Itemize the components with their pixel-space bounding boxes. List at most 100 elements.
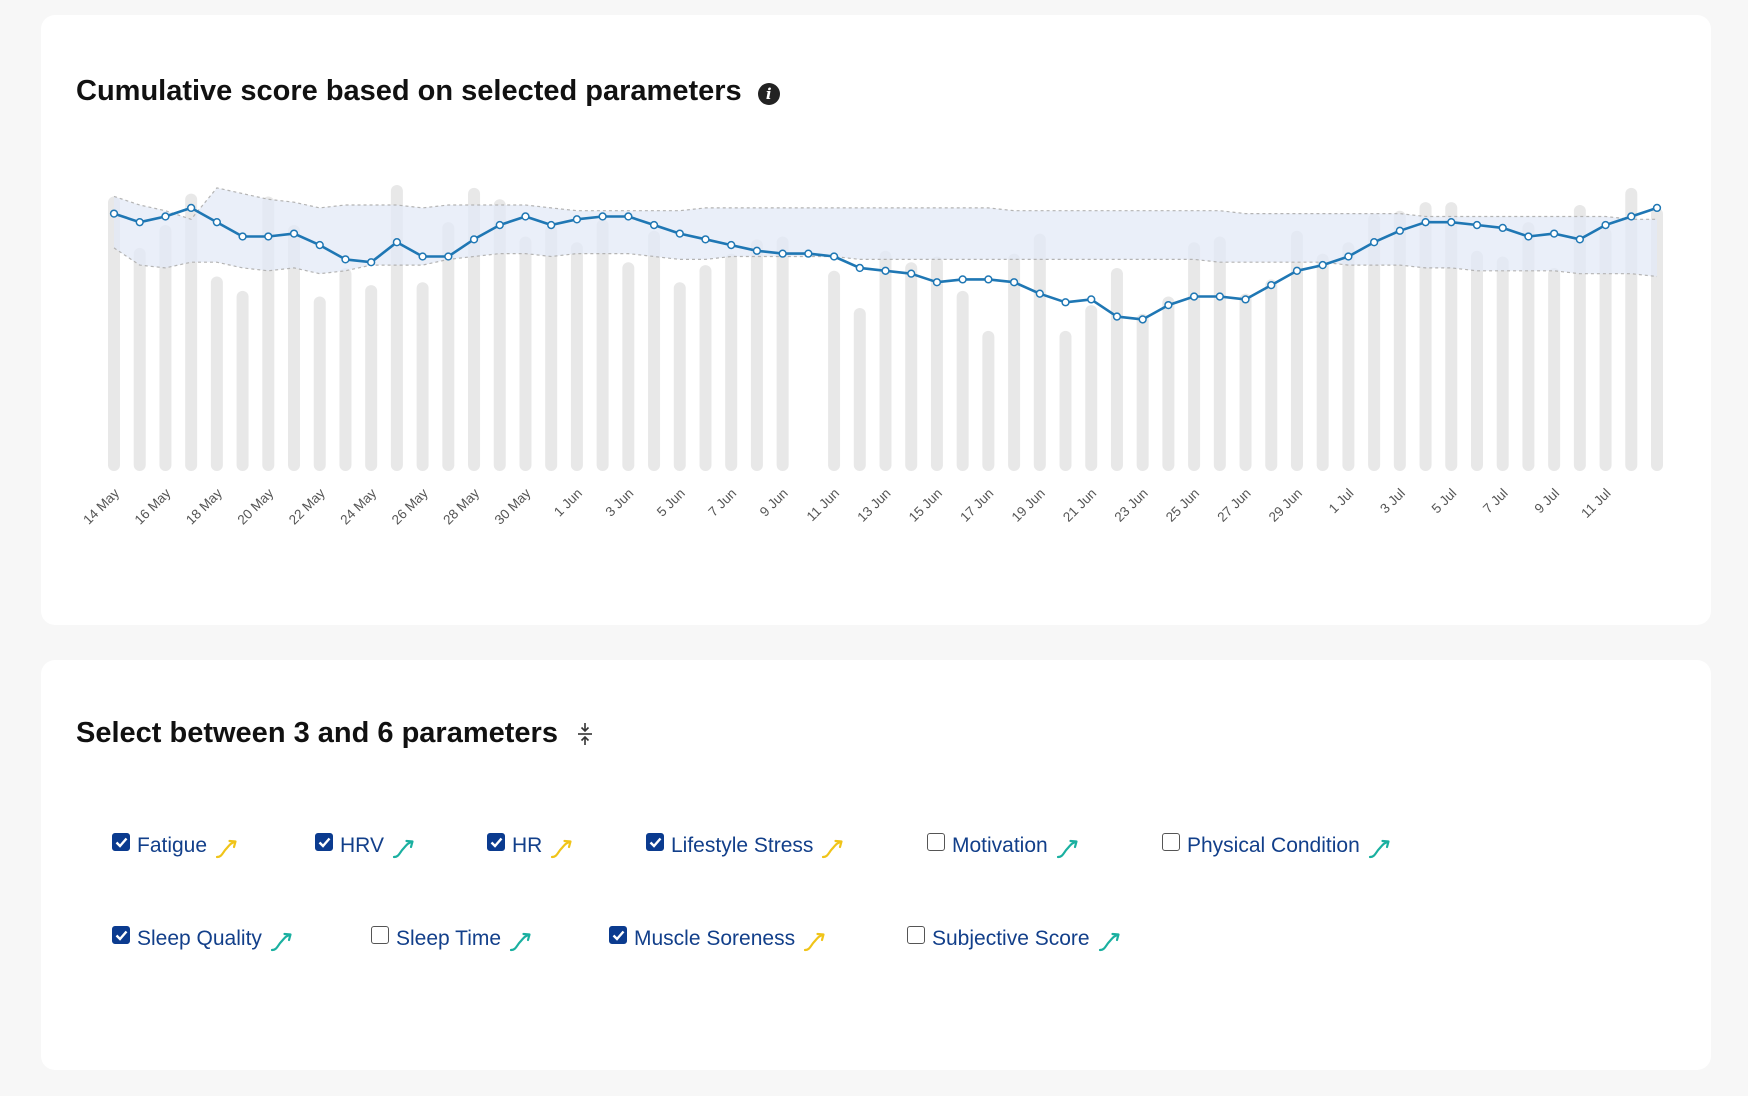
chart-bar bbox=[1085, 305, 1098, 471]
chart-point bbox=[109, 209, 119, 218]
x-tick-label: 24 May bbox=[337, 485, 379, 527]
parameter-sleep-quality[interactable]: Sleep Quality bbox=[112, 926, 294, 952]
trend-up-icon bbox=[550, 839, 574, 859]
chart-bar bbox=[1419, 202, 1432, 471]
parameter-label[interactable]: Sleep Time bbox=[396, 927, 502, 950]
checkbox-sleep-time[interactable] bbox=[371, 926, 389, 944]
parameter-selection-card: Select between 3 and 6 parameters Fatigu… bbox=[41, 660, 1711, 1070]
trend-up-icon bbox=[821, 839, 845, 859]
chart-bar bbox=[879, 250, 892, 471]
chart-bar bbox=[725, 253, 738, 471]
chart-bar bbox=[236, 290, 249, 471]
chart-point bbox=[444, 252, 453, 261]
chart-point bbox=[1215, 292, 1224, 301]
parameter-lifestyle-stress[interactable]: Lifestyle Stress bbox=[646, 833, 845, 859]
chart-bar bbox=[1342, 242, 1355, 471]
chart-point bbox=[521, 212, 530, 221]
chart-bar bbox=[982, 330, 995, 471]
parameter-muscle-soreness[interactable]: Muscle Soreness bbox=[609, 926, 827, 952]
chart-point bbox=[778, 249, 787, 258]
chart-bar bbox=[493, 199, 506, 472]
chart-point bbox=[1061, 298, 1070, 307]
x-tick-label: 14 May bbox=[80, 485, 122, 527]
chart-bar bbox=[1033, 233, 1046, 471]
chart-point bbox=[1189, 292, 1199, 301]
chart-point bbox=[1344, 252, 1353, 261]
chart-bar bbox=[1599, 227, 1612, 471]
cumulative-score-card: Cumulative score based on selected param… bbox=[41, 15, 1711, 625]
x-tick-label: 28 May bbox=[440, 485, 482, 527]
x-tick-label: 5 Jul bbox=[1429, 486, 1460, 517]
checkbox-sleep-quality[interactable] bbox=[112, 926, 130, 944]
checkbox-subjective-score[interactable] bbox=[907, 926, 925, 944]
chart-bar bbox=[1445, 202, 1458, 471]
chart-bar bbox=[1290, 230, 1303, 471]
chart-point bbox=[1652, 203, 1662, 213]
checkbox-muscle-soreness[interactable] bbox=[609, 926, 627, 944]
parameter-hrv[interactable]: HRV bbox=[315, 833, 416, 859]
parameter-label[interactable]: Fatigue bbox=[137, 834, 208, 857]
chart-point bbox=[1112, 312, 1122, 321]
chart-bar bbox=[828, 270, 841, 471]
chart-bar bbox=[1548, 267, 1561, 471]
chart-bar bbox=[956, 290, 969, 471]
x-tick-label: 22 May bbox=[286, 485, 328, 527]
info-icon[interactable]: i bbox=[757, 82, 780, 105]
trend-up-icon bbox=[1368, 839, 1392, 859]
checkbox-fatigue[interactable] bbox=[112, 833, 130, 851]
chart-bar bbox=[133, 247, 146, 471]
chart-bar bbox=[622, 262, 635, 471]
checkbox-hrv[interactable] bbox=[315, 833, 333, 851]
x-tick-label: 29 Jun bbox=[1266, 486, 1305, 525]
chart-point bbox=[341, 255, 350, 264]
trend-up-icon bbox=[509, 932, 533, 952]
chart-band-area bbox=[114, 187, 1657, 277]
trend-up-icon bbox=[270, 932, 294, 952]
x-tick-label: 1 Jun bbox=[551, 486, 585, 520]
parameter-label[interactable]: HRV bbox=[340, 834, 384, 857]
params-title: Select between 3 and 6 parameters bbox=[76, 717, 596, 750]
chart-bar bbox=[108, 196, 120, 471]
parameter-sleep-time[interactable]: Sleep Time bbox=[371, 926, 533, 952]
parameter-label[interactable]: Physical Condition bbox=[1187, 834, 1360, 857]
chart-bar bbox=[545, 225, 558, 471]
checkbox-motivation[interactable] bbox=[927, 833, 945, 851]
parameter-label[interactable]: Subjective Score bbox=[932, 927, 1090, 950]
chart-bar bbox=[210, 276, 223, 471]
checkbox-lifestyle-stress[interactable] bbox=[646, 833, 664, 851]
chart-point bbox=[932, 278, 942, 287]
chart-point bbox=[958, 275, 967, 284]
collapse-vertical-icon[interactable] bbox=[574, 721, 596, 747]
parameter-label[interactable]: HR bbox=[512, 834, 543, 857]
chart-point bbox=[1369, 238, 1379, 247]
chart-bar bbox=[1239, 293, 1252, 471]
x-tick-label: 9 Jul bbox=[1531, 486, 1562, 517]
chart-bar bbox=[365, 285, 378, 471]
parameter-label[interactable]: Lifestyle Stress bbox=[671, 834, 814, 857]
chart-bar bbox=[1368, 213, 1381, 471]
chart-bar bbox=[1265, 279, 1278, 471]
checkbox-hr[interactable] bbox=[487, 833, 505, 851]
parameter-fatigue[interactable]: Fatigue bbox=[112, 833, 239, 859]
parameter-subjective-score[interactable]: Subjective Score bbox=[907, 926, 1122, 952]
chart-bar bbox=[673, 282, 686, 471]
chart-point bbox=[1447, 218, 1456, 227]
parameter-label[interactable]: Motivation bbox=[952, 834, 1048, 857]
x-tick-label: 26 May bbox=[389, 485, 431, 527]
parameter-hr[interactable]: HR bbox=[487, 833, 574, 859]
parameter-label[interactable]: Muscle Soreness bbox=[634, 927, 796, 950]
x-tick-label: 3 Jun bbox=[602, 486, 636, 520]
chart-bar bbox=[596, 219, 609, 471]
chart-point bbox=[1318, 260, 1327, 270]
parameter-physical-condition[interactable]: Physical Condition bbox=[1162, 833, 1392, 859]
chart-bar bbox=[1162, 296, 1175, 471]
chart-point bbox=[1087, 295, 1096, 304]
checkbox-physical-condition[interactable] bbox=[1162, 833, 1180, 851]
chart-point bbox=[907, 269, 916, 278]
chart-point bbox=[752, 246, 762, 255]
parameter-motivation[interactable]: Motivation bbox=[927, 833, 1080, 859]
chart-point bbox=[238, 232, 247, 241]
parameter-label[interactable]: Sleep Quality bbox=[137, 927, 262, 950]
chart-bar bbox=[1522, 222, 1535, 471]
chart-bar bbox=[339, 267, 352, 471]
